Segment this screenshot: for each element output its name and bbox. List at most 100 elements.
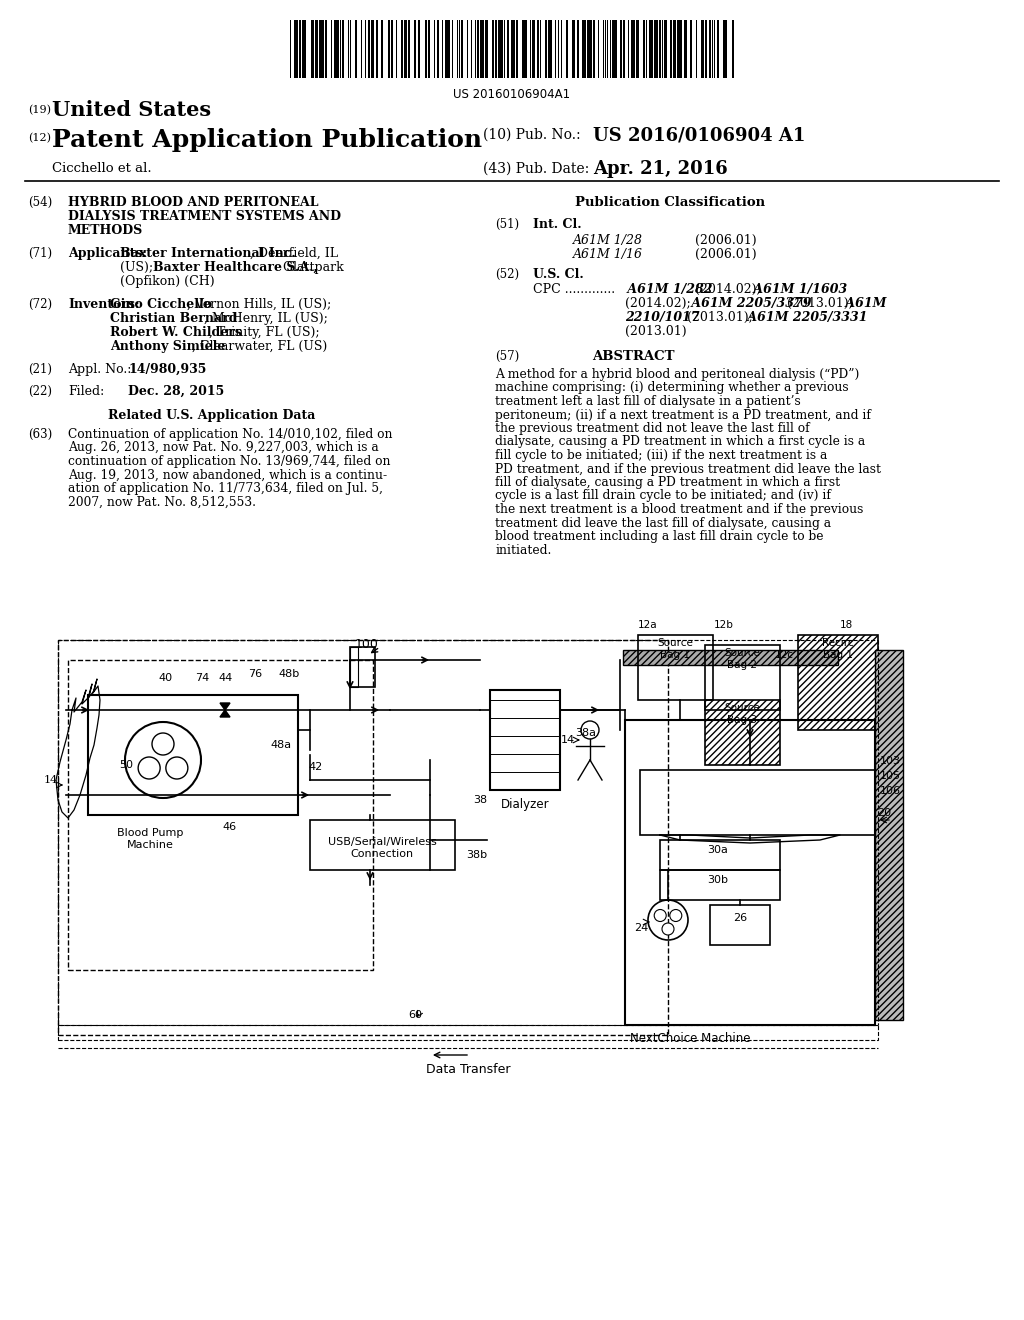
Bar <box>577 20 579 78</box>
Text: 106: 106 <box>880 785 901 796</box>
Text: Dec. 28, 2015: Dec. 28, 2015 <box>128 385 224 399</box>
Text: the previous treatment did not leave the last fill of: the previous treatment did not leave the… <box>495 422 810 436</box>
Bar <box>705 645 780 710</box>
Bar <box>709 20 711 78</box>
Bar <box>504 20 505 78</box>
Bar <box>462 20 463 78</box>
Text: Int. Cl.: Int. Cl. <box>534 218 582 231</box>
Bar <box>372 20 374 78</box>
Bar <box>522 20 526 78</box>
Bar <box>388 20 390 78</box>
Bar <box>636 20 639 78</box>
Bar <box>310 820 455 870</box>
Text: , Vernon Hills, IL (US);: , Vernon Hills, IL (US); <box>187 298 331 312</box>
Text: (63): (63) <box>28 428 52 441</box>
Text: Cicchello et al.: Cicchello et al. <box>52 162 152 176</box>
Text: (2006.01): (2006.01) <box>695 234 757 247</box>
Text: METHODS: METHODS <box>68 224 143 238</box>
Text: 20: 20 <box>877 808 891 818</box>
Text: 26: 26 <box>733 913 748 923</box>
Bar <box>414 20 416 78</box>
Bar <box>365 20 366 78</box>
Bar <box>555 20 556 78</box>
Text: fill of dialysate, causing a PD treatment in which a first: fill of dialysate, causing a PD treatmen… <box>495 477 840 488</box>
Bar <box>798 635 878 730</box>
Text: 105: 105 <box>880 771 901 781</box>
Bar <box>490 690 560 789</box>
Bar <box>396 20 397 78</box>
Bar <box>485 20 487 78</box>
Bar <box>511 20 515 78</box>
Bar <box>302 20 306 78</box>
Text: 76: 76 <box>248 669 262 678</box>
Bar <box>610 20 611 78</box>
Bar <box>598 20 599 78</box>
Bar <box>665 20 667 78</box>
Text: treatment left a last fill of dialysate in a patient’s: treatment left a last fill of dialysate … <box>495 395 801 408</box>
Bar <box>588 20 592 78</box>
Text: 100: 100 <box>355 638 379 651</box>
Text: (43) Pub. Date:: (43) Pub. Date: <box>483 162 589 176</box>
Bar <box>290 20 291 78</box>
Bar <box>558 20 559 78</box>
Bar <box>403 20 408 78</box>
Bar <box>68 660 373 970</box>
Bar <box>701 20 703 78</box>
Text: ABSTRACT: ABSTRACT <box>592 350 674 363</box>
Text: A61M 1/16: A61M 1/16 <box>573 248 643 261</box>
Text: Publication Classification: Publication Classification <box>575 195 765 209</box>
Bar <box>631 20 635 78</box>
Circle shape <box>166 756 187 779</box>
Bar <box>540 20 541 78</box>
Text: (51): (51) <box>495 218 519 231</box>
Text: Christian Bernard: Christian Bernard <box>110 312 238 325</box>
Text: Blood Pump
Machine: Blood Pump Machine <box>117 828 183 850</box>
Circle shape <box>662 923 674 935</box>
Bar <box>620 20 623 78</box>
Text: HYBRID BLOOD AND PERITONEAL: HYBRID BLOOD AND PERITONEAL <box>68 195 318 209</box>
Text: Aug. 26, 2013, now Pat. No. 9,227,003, which is a: Aug. 26, 2013, now Pat. No. 9,227,003, w… <box>68 441 379 454</box>
Bar <box>625 719 874 1026</box>
Text: PD treatment, and if the previous treatment did leave the last: PD treatment, and if the previous treatm… <box>495 462 881 475</box>
Bar <box>593 20 595 78</box>
Text: 12c: 12c <box>775 649 794 660</box>
Bar <box>381 20 383 78</box>
Bar <box>474 20 475 78</box>
Bar <box>653 20 658 78</box>
Text: Dialyzer: Dialyzer <box>501 799 549 810</box>
Bar <box>350 647 358 686</box>
Text: (12): (12) <box>28 133 51 144</box>
Bar <box>452 20 453 78</box>
Text: treatment did leave the last fill of dialysate, causing a: treatment did leave the last fill of dia… <box>495 516 831 529</box>
Bar <box>545 20 547 78</box>
Text: Recirc
Bag 1: Recirc Bag 1 <box>822 638 854 660</box>
Text: (54): (54) <box>28 195 52 209</box>
Text: (US);: (US); <box>120 261 157 275</box>
Text: A61M 2205/3379: A61M 2205/3379 <box>687 297 811 310</box>
Text: (72): (72) <box>28 298 52 312</box>
Bar <box>350 647 375 686</box>
Bar <box>659 20 662 78</box>
Text: Appl. No.:: Appl. No.: <box>68 363 131 376</box>
Text: (52): (52) <box>495 268 519 281</box>
Bar <box>705 700 780 766</box>
Circle shape <box>670 909 682 921</box>
Bar <box>499 20 503 78</box>
Bar <box>325 20 327 78</box>
Bar <box>299 20 301 78</box>
Bar <box>391 20 393 78</box>
Bar <box>572 20 575 78</box>
Text: blood treatment including a last fill drain cycle to be: blood treatment including a last fill dr… <box>495 531 823 543</box>
Text: 38a: 38a <box>575 729 596 738</box>
Text: 12a: 12a <box>638 620 657 630</box>
Text: (21): (21) <box>28 363 52 376</box>
Text: A61M: A61M <box>841 297 887 310</box>
Text: Patent Application Publication: Patent Application Publication <box>52 128 482 152</box>
Bar <box>360 20 361 78</box>
Circle shape <box>138 756 160 779</box>
Bar <box>874 649 903 1020</box>
Bar <box>660 840 780 870</box>
Bar <box>355 20 357 78</box>
Text: peritoneum; (ii) if a next treatment is a PD treatment, and if: peritoneum; (ii) if a next treatment is … <box>495 408 870 421</box>
Polygon shape <box>220 704 230 717</box>
